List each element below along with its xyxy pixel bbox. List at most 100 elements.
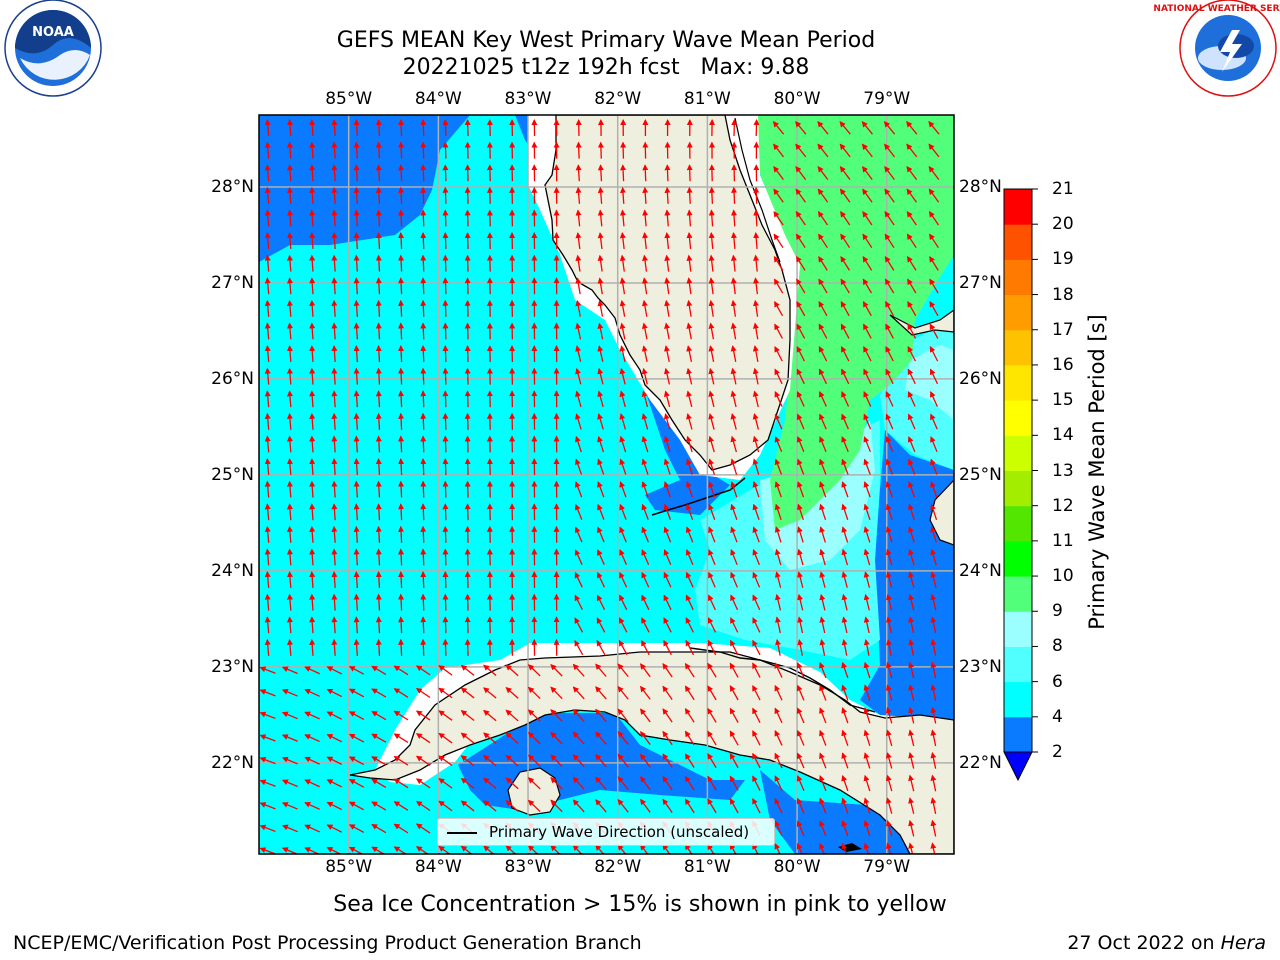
wave-arrow-751	[415, 665, 431, 676]
wave-arrow-917	[662, 776, 673, 791]
wave-arrow-755	[505, 664, 519, 677]
wave-arrow-273	[818, 300, 828, 317]
wave-arrow-81	[686, 164, 693, 182]
wave-arrow-730	[641, 639, 650, 656]
wave-arrow-359	[663, 367, 671, 385]
wave-arrow-659	[442, 593, 449, 611]
wave-arrow-277	[907, 300, 917, 317]
wave-arrow-966	[371, 823, 387, 834]
wave-arrow-377	[375, 390, 382, 408]
wave-arrow-115	[753, 186, 760, 204]
wave-arrow-142	[664, 209, 671, 227]
wave-arrow-113	[708, 186, 715, 204]
wave-arrow-306	[863, 323, 872, 339]
wave-arrow-367	[841, 368, 850, 385]
wave-arrow-301	[752, 322, 759, 340]
wave-arrow-617	[885, 548, 893, 566]
wave-arrow-957	[863, 797, 871, 814]
wave-arrow-637	[641, 571, 650, 588]
wave-arrow-463	[907, 436, 916, 453]
wave-arrow-287	[442, 322, 449, 340]
wave-arrow-94	[286, 186, 293, 204]
wave-arrow-234	[641, 277, 648, 295]
wave-arrow-173	[664, 232, 671, 250]
wave-arrow-709	[863, 616, 870, 634]
wave-arrow-821	[595, 708, 607, 723]
wave-arrow-488	[774, 458, 783, 475]
wave-arrow-879	[505, 754, 519, 767]
wave-arrow-892	[796, 752, 805, 769]
wave-arrow-701	[685, 617, 694, 633]
wave-arrow-369	[885, 368, 894, 385]
lat-label-right-5: 23°N	[959, 656, 1002, 677]
wave-arrow-647	[863, 571, 871, 588]
wave-arrow-345	[353, 367, 360, 385]
wave-arrow-1004	[527, 844, 539, 854]
wave-arrow-401	[907, 391, 916, 407]
wave-arrow-2	[309, 119, 316, 137]
wave-arrow-373	[286, 390, 293, 408]
wave-arrow-491	[841, 458, 849, 475]
wave-arrow-303	[796, 323, 806, 339]
wave-arrow-139	[597, 209, 604, 227]
land-bahamas-north	[889, 309, 954, 336]
wave-arrow-753	[460, 664, 475, 676]
wave-arrow-300	[730, 322, 737, 340]
wave-arrow-326	[619, 345, 626, 362]
wave-arrow-708	[841, 616, 848, 634]
wave-arrow-171	[619, 232, 626, 250]
wave-arrow-578	[708, 526, 716, 543]
wave-arrow-645	[819, 571, 826, 588]
wave-arrow-216	[929, 255, 939, 271]
wave-arrow-758	[572, 663, 585, 677]
wave-arrow-580	[752, 526, 760, 543]
lon-label-bottom-1: 84°W	[414, 857, 462, 877]
wave-arrow-431	[885, 413, 894, 430]
wave-arrow-618	[908, 548, 915, 566]
wave-arrow-333	[774, 345, 783, 362]
wave-arrow-434	[264, 435, 271, 453]
wave-arrow-779	[348, 688, 365, 698]
wave-arrow-876	[438, 755, 453, 767]
wave-arrow-665	[574, 594, 583, 611]
wave-arrow-366	[818, 368, 828, 385]
wave-arrow-1019	[863, 842, 870, 854]
wave-arrow-853	[617, 731, 629, 745]
wave-arrow-519	[774, 481, 782, 498]
colorbar-segment-0	[1004, 716, 1032, 753]
wave-arrow-598	[464, 548, 471, 566]
wave-arrow-696	[574, 617, 584, 633]
wave-arrow-1009	[640, 843, 649, 854]
period-band-2-4-nw	[259, 115, 470, 262]
wave-arrow-897	[908, 752, 915, 769]
wave-arrow-554	[863, 503, 871, 520]
wave-arrow-159	[353, 232, 360, 250]
wave-arrow-341	[264, 367, 271, 385]
wave-arrow-733	[707, 639, 717, 656]
wave-arrow-406	[331, 412, 338, 430]
wave-arrow-790	[595, 686, 607, 700]
wave-arrow-420	[641, 413, 649, 430]
wave-arrow-400	[885, 391, 894, 407]
wave-arrow-748	[348, 666, 365, 675]
wave-arrow-626	[398, 571, 405, 589]
wave-arrow-309	[929, 323, 939, 339]
wave-arrow-820	[572, 708, 585, 722]
wave-arrow-116	[773, 188, 784, 203]
wave-arrow-381	[464, 390, 471, 408]
wave-arrow-711	[908, 616, 915, 634]
wave-arrow-212	[840, 255, 850, 271]
lon-label-bottom-2: 83°W	[504, 857, 552, 877]
wave-arrow-315	[375, 345, 382, 363]
wave-arrow-683	[286, 616, 293, 634]
wave-arrow-719	[398, 638, 405, 656]
wave-arrow-108	[597, 186, 604, 204]
wave-arrow-485	[708, 458, 716, 475]
wave-arrow-91	[906, 165, 918, 180]
wave-arrow-1007	[595, 844, 605, 854]
wave-arrow-206	[708, 254, 715, 272]
wave-arrow-498	[309, 480, 316, 498]
wave-arrow-201	[597, 254, 604, 272]
wave-arrow-553	[841, 503, 849, 520]
